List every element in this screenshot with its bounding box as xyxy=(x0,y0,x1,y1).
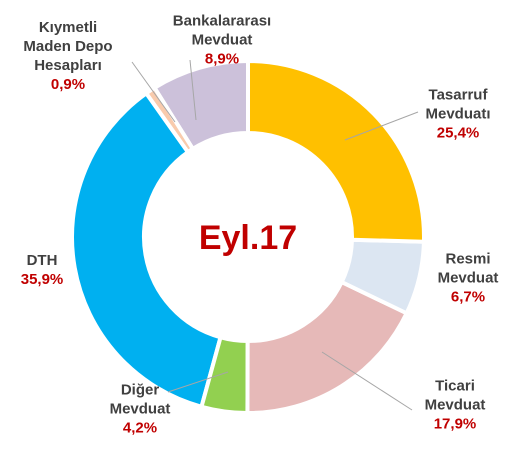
value-label: 4,2% xyxy=(122,419,158,437)
leader-line xyxy=(189,59,197,121)
leader-line xyxy=(167,371,229,393)
donut-slice xyxy=(70,90,223,410)
data-label: Bankalararası Mevduat 8,9% xyxy=(173,12,271,69)
data-label: Kıymetli Maden Depo Hesapları 0,9% xyxy=(23,18,112,94)
category-label: Kıymetli Maden Depo Hesapları xyxy=(23,19,113,74)
category-label: Diğer Mevduat xyxy=(109,381,171,418)
data-label: Tasarruf Mevduatı 25,4% xyxy=(425,86,490,143)
value-label: 17,9% xyxy=(433,415,477,433)
donut-slice xyxy=(199,334,250,416)
category-label: Ticari Mevduat xyxy=(424,377,486,414)
data-label: DTH 35,9% xyxy=(21,251,64,289)
leader-line xyxy=(321,351,413,411)
value-label: 0,9% xyxy=(50,76,86,93)
donut-slice xyxy=(246,58,426,244)
value-label: 25,4% xyxy=(436,124,480,142)
value-label: 6,7% xyxy=(450,288,486,306)
donut-slice xyxy=(245,279,410,415)
donut-slice xyxy=(339,237,426,316)
value-label: 35,9% xyxy=(20,271,64,288)
center-label: Eyl.17 xyxy=(199,219,297,257)
data-label: Ticari Mevduat 17,9% xyxy=(425,377,486,434)
leader-line xyxy=(344,111,419,141)
category-label: DTH xyxy=(26,252,58,269)
data-label: Resmi Mevduat 6,7% xyxy=(438,250,499,307)
leader-lines xyxy=(131,59,419,411)
category-label: Resmi Mevduat xyxy=(437,250,499,287)
leader-line xyxy=(131,61,176,123)
data-label: Diğer Mevduat 4,2% xyxy=(110,381,171,438)
category-label: Bankalararası Mevduat xyxy=(172,12,272,49)
category-label: Tasarruf Mevduatı xyxy=(425,86,491,123)
value-label: 8,9% xyxy=(204,50,240,68)
